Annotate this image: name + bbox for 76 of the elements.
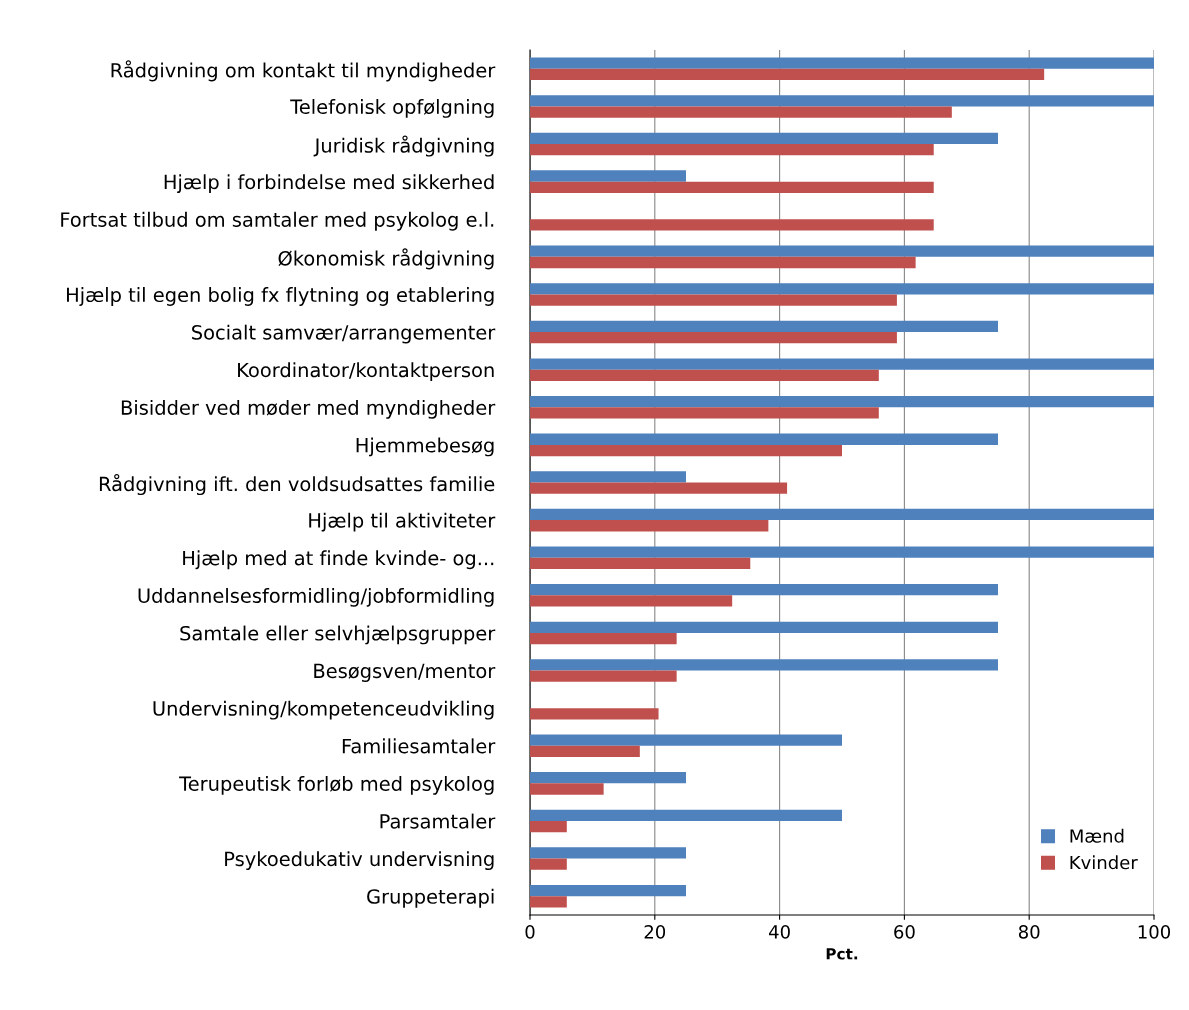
y-tick-label: Hjælp i forbindelse med sikkerhed	[164, 174, 494, 194]
bar	[530, 320, 998, 333]
bar	[530, 745, 640, 758]
y-tick-label: Rådgivning ift. den voldsudsattes familie	[99, 473, 495, 496]
bar	[530, 170, 686, 182]
bar	[530, 396, 1154, 408]
bar	[530, 57, 1154, 69]
bar	[530, 847, 686, 859]
bar	[530, 444, 842, 457]
bar	[530, 283, 1154, 295]
bar	[530, 433, 998, 445]
bar	[530, 332, 897, 344]
bar	[530, 256, 916, 269]
bar	[530, 734, 842, 746]
x-tick-label: 60	[894, 925, 915, 939]
bar	[530, 358, 1154, 370]
bar	[530, 557, 751, 569]
y-tick-label: Juridisk rådgivning	[313, 135, 494, 157]
x-tick-label: 0	[525, 925, 535, 939]
bar	[530, 896, 567, 908]
bar	[530, 106, 952, 118]
bar	[530, 584, 998, 596]
bar	[530, 659, 998, 671]
y-tick-label: Uddannelsesformidling/jobformidling	[138, 587, 494, 607]
y-tick-label: Rådgivning om kontakt til myndigheder	[111, 60, 496, 82]
bar	[530, 219, 934, 231]
bar	[530, 369, 879, 381]
bar	[530, 181, 934, 193]
y-tick-label: Hjælp til egen bolig fx flytning og etablering	[67, 287, 494, 306]
x-tick-label: 40	[769, 925, 790, 939]
bar	[530, 670, 677, 682]
x-tick-label: 100	[1138, 925, 1171, 939]
y-tick-label: Besøgsven/mentor	[314, 663, 496, 682]
x-tick-label: 20	[644, 925, 666, 939]
bar	[530, 508, 1154, 521]
legend-label: Mænd	[1070, 828, 1124, 843]
bar	[530, 858, 567, 870]
bar	[530, 132, 998, 145]
y-tick-label: Hjemmebesøg	[356, 437, 494, 457]
y-tick-label: Koordinator/kontaktperson	[238, 362, 494, 382]
y-tick-label: Hjælp til aktiviteter	[309, 512, 496, 532]
y-tick-label: Samtale eller selvhjælpsgrupper	[180, 625, 496, 645]
bar	[530, 772, 686, 784]
legend-label: Kvinder	[1070, 855, 1138, 870]
y-tick-label: Undervisning/kompetenceudvikling	[153, 700, 494, 720]
y-tick-label: Socialt samvær/arrangementer	[192, 324, 496, 344]
bar	[530, 708, 659, 720]
y-tick-label: Bisidder ved møder med myndigheder	[121, 399, 496, 419]
y-tick-label: Gruppeterapi	[367, 888, 494, 908]
x-axis-title: Pct.	[826, 948, 858, 960]
bar	[530, 520, 769, 532]
bar	[530, 482, 788, 494]
y-tick-label: Parsamtaler	[380, 813, 496, 829]
bar	[530, 471, 686, 483]
bar	[530, 820, 567, 833]
bar	[530, 407, 879, 419]
bar	[530, 245, 1154, 257]
bar	[530, 632, 677, 645]
bar	[530, 595, 733, 607]
y-tick-label: Fortsat tilbud om samtaler med psykolog e.l.	[61, 211, 494, 231]
bar	[530, 783, 604, 795]
y-tick-label: Familiesamtaler	[342, 738, 496, 754]
bar	[530, 294, 897, 306]
bar	[530, 621, 998, 633]
y-tick-label: Økonomisk rådgivning	[278, 248, 494, 270]
bar	[530, 144, 934, 156]
bar	[530, 68, 1045, 81]
y-tick-label: Psykoedukativ undervisning	[225, 851, 494, 871]
bar	[530, 884, 686, 897]
y-tick-label: Hjælp med at finde kvinde- og...	[183, 550, 494, 570]
y-tick-label: Terupeutisk forløb med psykolog	[179, 775, 494, 795]
y-tick-label: Telefonisk opfølgning	[290, 99, 494, 118]
bar	[530, 809, 842, 821]
x-tick-label: 80	[1018, 925, 1040, 939]
bar	[530, 546, 1154, 558]
bar	[530, 95, 1154, 107]
